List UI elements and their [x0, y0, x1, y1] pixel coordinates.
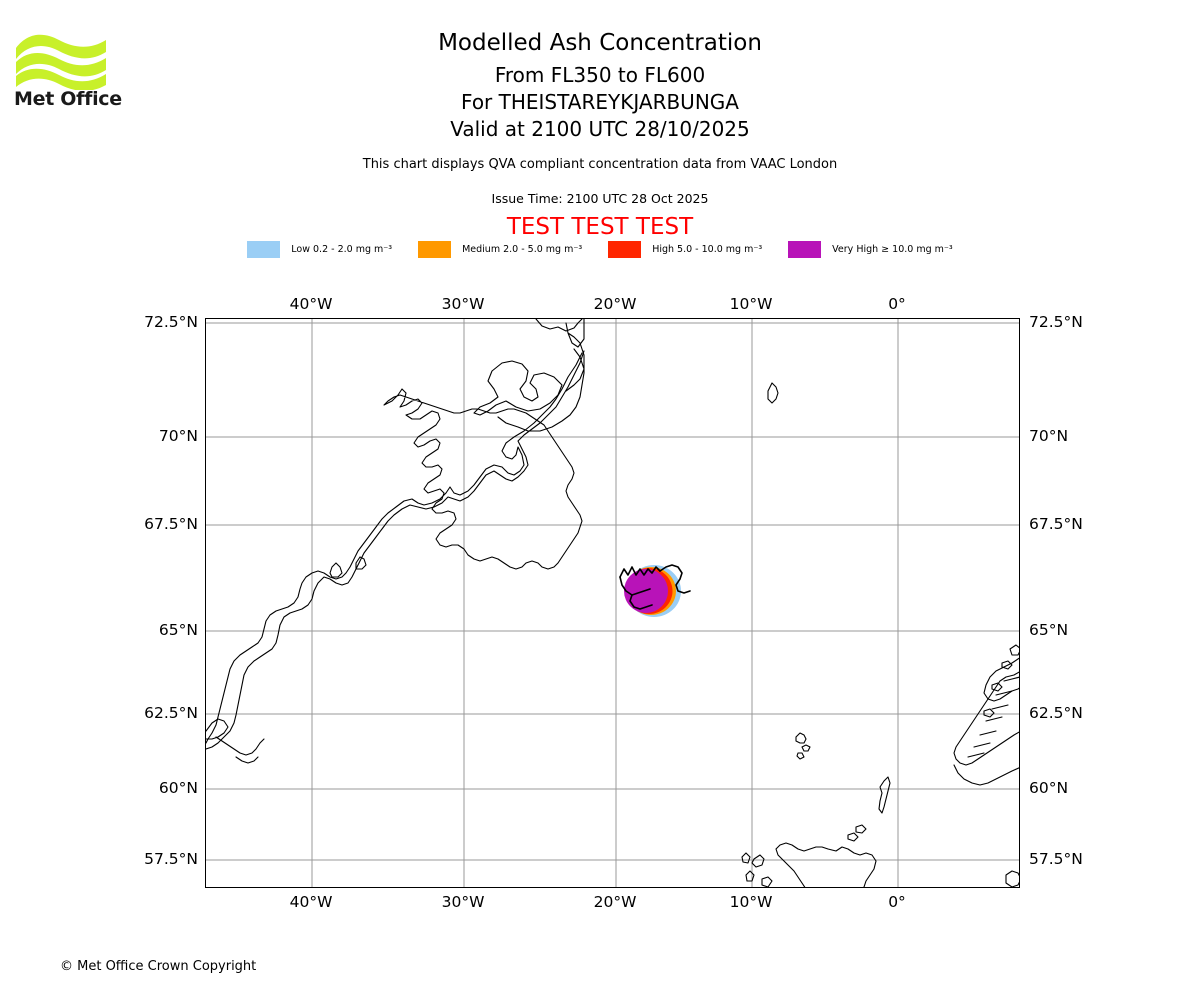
- tick-top-20w: 20°W: [593, 295, 637, 313]
- legend-item-high: High 5.0 - 10.0 mg m⁻³: [608, 241, 762, 258]
- coastline-greenland-south: [206, 350, 585, 750]
- concentration-legend: Low 0.2 - 2.0 mg m⁻³ Medium 2.0 - 5.0 mg…: [0, 241, 1200, 258]
- coastline-greenland-fjord: [329, 556, 367, 578]
- valid-time: Valid at 2100 UTC 28/10/2025: [450, 117, 750, 141]
- coastline-norway-south: [953, 764, 1019, 786]
- coastline-shetland: [878, 776, 891, 814]
- tick-right-625n: 62.5°N: [1029, 704, 1083, 722]
- tick-right-60n: 60°N: [1029, 779, 1069, 797]
- copyright-text: © Met Office Crown Copyright: [60, 959, 257, 974]
- legend-swatch-high: [608, 241, 642, 258]
- legend-item-very-high: Very High ≥ 10.0 mg m⁻³: [788, 241, 953, 258]
- tick-right-70n: 70°N: [1029, 427, 1069, 445]
- tick-bottom-10w: 10°W: [729, 893, 773, 911]
- tick-left-625n: 62.5°N: [144, 704, 198, 722]
- tick-bottom-0: 0°: [888, 893, 906, 911]
- tick-left-675n: 67.5°N: [144, 515, 198, 533]
- ash-concentration-map[interactable]: [205, 318, 1020, 888]
- met-office-logo-text: Met Office: [14, 88, 122, 110]
- flight-level-range: From FL350 to FL600: [494, 63, 706, 87]
- tick-bottom-40w: 40°W: [289, 893, 333, 911]
- coastline-greenland-east: [497, 319, 585, 432]
- map-gridlines: [206, 319, 1019, 887]
- coastline-greenland-tip: [206, 718, 265, 764]
- tick-right-575n: 57.5°N: [1029, 850, 1083, 868]
- coastline-jan-mayen: [767, 382, 779, 404]
- coastline-hebrides: [741, 852, 773, 887]
- coastline-outlines: [206, 319, 1019, 887]
- legend-label-high: High 5.0 - 10.0 mg m⁻³: [652, 244, 763, 255]
- map-canvas: [206, 319, 1019, 887]
- tick-right-65n: 65°N: [1029, 621, 1069, 639]
- tick-left-60n: 60°N: [158, 779, 198, 797]
- page-title: Modelled Ash Concentration: [438, 30, 762, 56]
- coastline-norway-islands: [983, 644, 1019, 718]
- volcano-name: For THEISTAREYKJARBUNGA: [461, 90, 739, 114]
- coastline-denmark: [1005, 870, 1019, 887]
- tick-top-30w: 30°W: [441, 295, 485, 313]
- tick-top-40w: 40°W: [289, 295, 333, 313]
- tick-left-725n: 72.5°N: [144, 313, 198, 331]
- coastline-norway: [953, 671, 1019, 766]
- legend-label-very-high: Very High ≥ 10.0 mg m⁻³: [832, 244, 953, 255]
- tick-left-575n: 57.5°N: [144, 850, 198, 868]
- met-office-logo: [14, 28, 124, 110]
- tick-right-675n: 67.5°N: [1029, 515, 1083, 533]
- coastline-iceland: [383, 388, 583, 570]
- tick-left-65n: 65°N: [158, 621, 198, 639]
- qva-note: This chart displays QVA compliant concen…: [362, 157, 838, 172]
- met-office-wave-icon: [16, 34, 106, 90]
- tick-right-725n: 72.5°N: [1029, 313, 1083, 331]
- coastline-faroe: [795, 732, 811, 760]
- issue-time: Issue Time: 2100 UTC 28 Oct 2025: [491, 191, 709, 206]
- coastline-norway-fjords: [967, 676, 1019, 758]
- legend-label-low: Low 0.2 - 2.0 mg m⁻³: [291, 244, 393, 255]
- coastline-scotland: [775, 842, 877, 887]
- tick-bottom-20w: 20°W: [593, 893, 637, 911]
- coastline-over-plume: [619, 564, 691, 610]
- tick-top-10w: 10°W: [729, 295, 773, 313]
- tick-top-0: 0°: [888, 295, 906, 313]
- coastline-greenland: [473, 319, 583, 416]
- legend-swatch-medium: [418, 241, 452, 258]
- test-banner: TEST TEST TEST: [506, 214, 694, 240]
- legend-item-low: Low 0.2 - 2.0 mg m⁻³: [247, 241, 392, 258]
- tick-bottom-30w: 30°W: [441, 893, 485, 911]
- tick-left-70n: 70°N: [158, 427, 198, 445]
- coastline-orkney: [847, 824, 867, 842]
- legend-swatch-very-high: [788, 241, 822, 258]
- coastline-greenland-main: [206, 352, 583, 744]
- legend-label-medium: Medium 2.0 - 5.0 mg m⁻³: [462, 244, 583, 255]
- legend-item-medium: Medium 2.0 - 5.0 mg m⁻³: [418, 241, 582, 258]
- legend-swatch-low: [247, 241, 281, 258]
